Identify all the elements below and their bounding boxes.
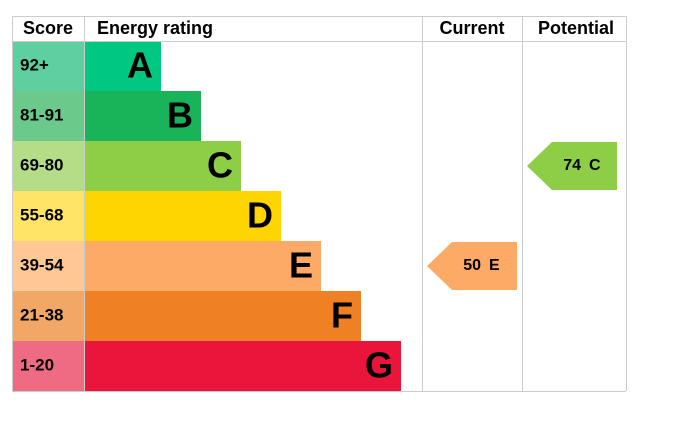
score-cell — [12, 291, 84, 341]
score-label: 21-38 — [20, 305, 63, 324]
rating-letter: F — [331, 295, 353, 336]
score-label: 55-68 — [20, 205, 63, 224]
rating-letter: D — [247, 195, 273, 236]
score-cell — [12, 141, 84, 191]
current-arrow: 50 E — [427, 242, 517, 290]
potential-arrow: 74 C — [527, 142, 617, 190]
rating-letter: C — [207, 145, 233, 186]
score-label: 81-91 — [20, 105, 63, 124]
score-label: 1-20 — [20, 355, 54, 374]
rating-bar — [84, 141, 241, 191]
header-rating: Energy rating — [97, 18, 213, 38]
score-cell — [12, 241, 84, 291]
header-current: Current — [439, 18, 504, 38]
arrow-shape — [427, 242, 517, 290]
score-label: 39-54 — [20, 255, 64, 274]
arrow-shape — [527, 142, 617, 190]
rating-letter: E — [289, 245, 313, 286]
header-score: Score — [23, 18, 73, 38]
arrow-score: 50 — [463, 257, 481, 274]
rating-letter: G — [365, 345, 393, 386]
rating-letter: B — [167, 95, 193, 136]
rating-bar — [84, 341, 401, 391]
rating-bar — [84, 291, 361, 341]
rating-bar — [84, 241, 321, 291]
rating-bar — [84, 191, 281, 241]
score-cell — [12, 91, 84, 141]
score-cell — [12, 191, 84, 241]
score-cell — [12, 41, 84, 91]
arrow-rating: E — [489, 257, 500, 274]
arrow-rating: C — [589, 157, 601, 174]
score-label: 69-80 — [20, 155, 63, 174]
rating-letter: A — [127, 45, 153, 86]
header-potential: Potential — [538, 18, 614, 38]
score-cell — [12, 341, 84, 391]
score-label: 92+ — [20, 55, 49, 74]
arrow-score: 74 — [563, 157, 581, 174]
rating-bar — [84, 91, 201, 141]
rating-bar — [84, 41, 161, 91]
